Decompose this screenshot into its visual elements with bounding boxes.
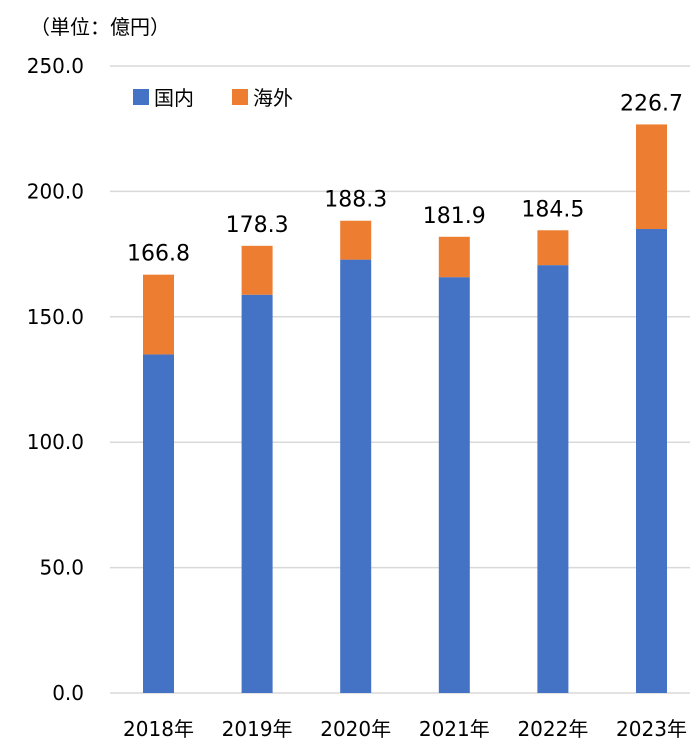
bar-overseas-2019年	[241, 245, 273, 295]
x-tick-label: 2018年	[123, 717, 194, 741]
y-tick-label: 200.0	[27, 179, 84, 203]
total-labels: 166.8 178.3 188.3 181.9 184.5 226.7	[127, 91, 683, 266]
legend-label-overseas: 海外	[253, 86, 293, 110]
total-label: 178.3	[226, 213, 289, 238]
bar-overseas-2022年	[537, 230, 569, 266]
x-tick-label: 2021年	[419, 717, 490, 741]
bar-domestic-2020年	[340, 259, 372, 693]
total-label: 188.3	[324, 188, 387, 213]
bar-domestic-2023年	[636, 229, 667, 693]
bar-overseas-2020年	[340, 220, 372, 260]
x-tick-label: 2019年	[222, 717, 293, 741]
bar-overseas-2018年	[143, 274, 174, 355]
bars	[143, 124, 667, 693]
total-label: 184.5	[521, 197, 584, 222]
bar-domestic-2021年	[438, 277, 470, 693]
y-tick-label: 50.0	[39, 556, 84, 580]
bar-overseas-2021年	[438, 236, 470, 278]
bar-overseas-2023年	[636, 124, 667, 230]
x-tick-label: 2023年	[616, 717, 687, 741]
gridlines	[110, 65, 690, 694]
unit-label: （単位：億円）	[30, 15, 170, 39]
y-tick-label: 250.0	[27, 54, 84, 78]
total-label: 226.7	[620, 91, 683, 116]
x-tick-label: 2022年	[517, 717, 588, 741]
y-tick-label: 150.0	[27, 305, 84, 329]
legend-swatch-overseas	[232, 89, 248, 105]
legend-swatch-domestic	[133, 89, 149, 105]
x-tick-label: 2020年	[320, 717, 391, 741]
y-tick-label: 100.0	[27, 430, 84, 454]
bar-domestic-2022年	[537, 265, 569, 693]
x-axis-ticks: 2018年 2019年 2020年 2021年 2022年 2023年	[123, 717, 687, 741]
y-axis-ticks: 0.0 50.0 100.0 150.0 200.0 250.0	[27, 54, 84, 705]
bar-domestic-2018年	[143, 354, 174, 693]
bar-domestic-2019年	[241, 294, 273, 693]
y-tick-label: 0.0	[52, 681, 84, 705]
total-label: 181.9	[423, 204, 486, 229]
legend-label-domestic: 国内	[154, 86, 194, 110]
legend: 国内 海外	[133, 86, 293, 110]
total-label: 166.8	[127, 242, 190, 267]
